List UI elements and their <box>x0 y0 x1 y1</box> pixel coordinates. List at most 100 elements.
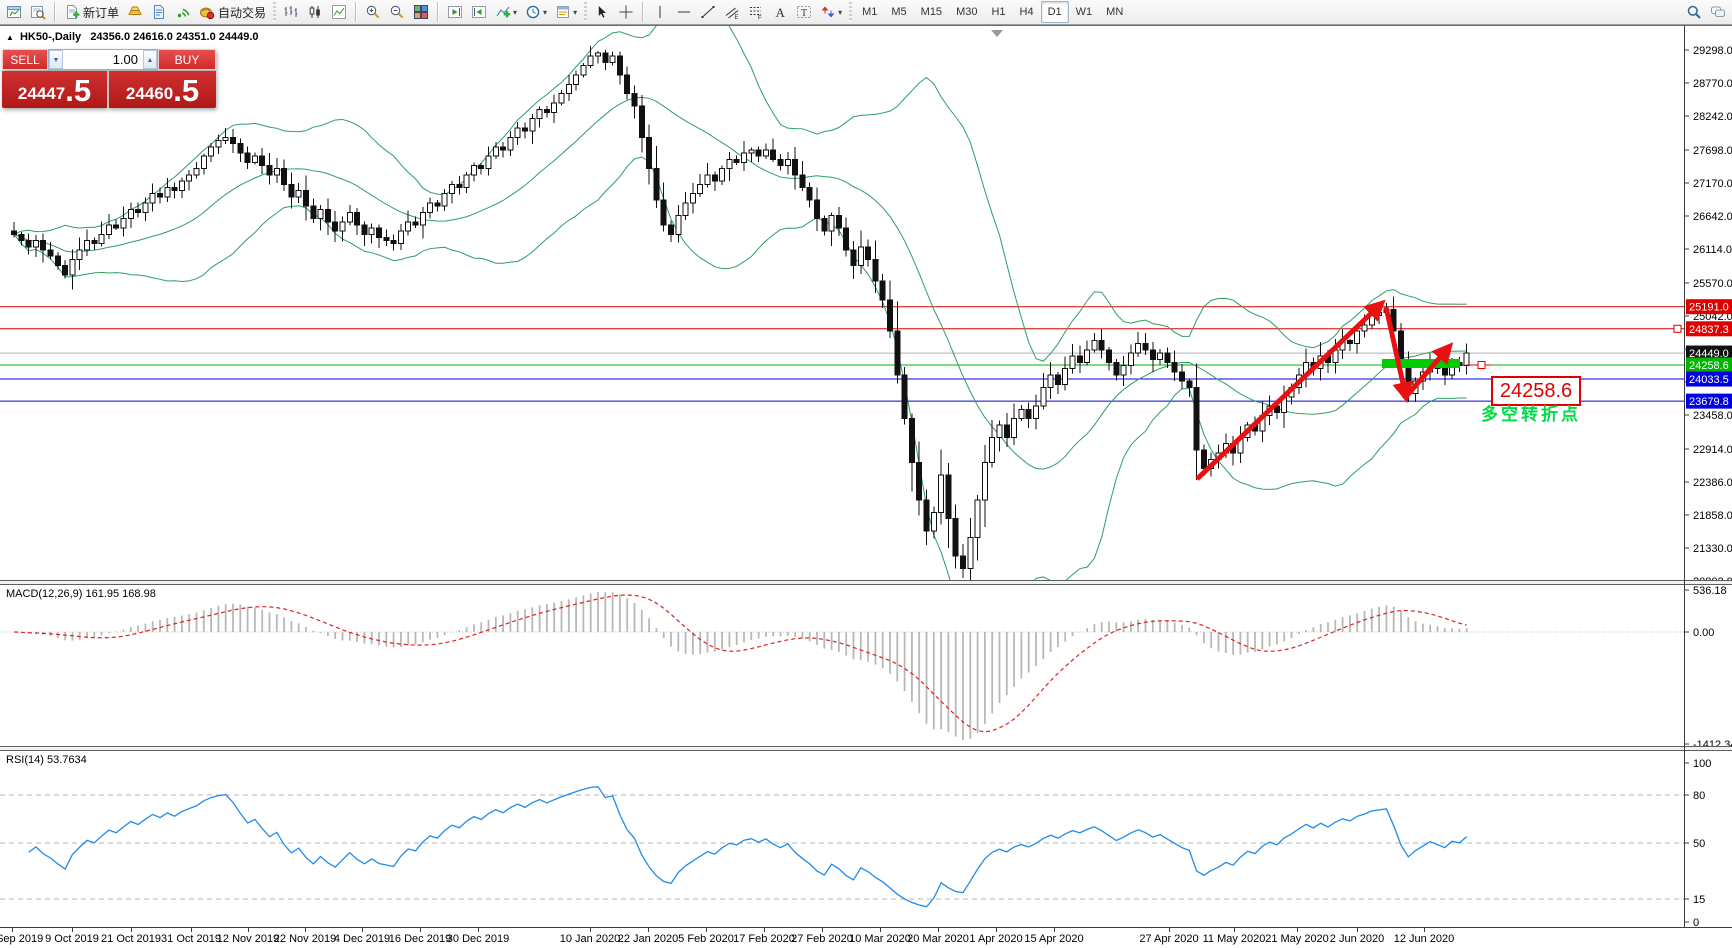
chart-window-icon[interactable] <box>2 0 26 24</box>
candle-bear <box>945 474 952 520</box>
zoom-out-icon[interactable] <box>385 0 409 24</box>
volume-increase-button[interactable]: ▲ <box>143 50 157 69</box>
callout-anchor-handle[interactable] <box>1477 361 1486 369</box>
preview-icon[interactable] <box>26 0 50 24</box>
auto-scroll-icon[interactable] <box>443 0 467 24</box>
timeframe-button-mn[interactable]: MN <box>1106 6 1124 18</box>
price-callout-box[interactable]: 24258.6 <box>1491 376 1581 406</box>
candlestick-chart-icon[interactable] <box>303 0 327 24</box>
sell-button[interactable]: SELL <box>2 49 48 70</box>
date-label: 11 May 2020 <box>1202 933 1266 945</box>
timeframe-button-w1[interactable]: W1 <box>1075 6 1093 18</box>
history-icon[interactable] <box>147 0 171 24</box>
rsi-panel[interactable]: 100 80 50 15 0 <box>0 749 1732 927</box>
line-chart-icon[interactable] <box>327 0 351 24</box>
candle-bull <box>1120 365 1127 376</box>
candle-bull <box>967 536 974 570</box>
support-zone-bar[interactable] <box>1382 359 1460 368</box>
volume-decrease-button[interactable]: ▼ <box>49 50 63 69</box>
date-label: 15 Apr 2020 <box>1024 933 1084 945</box>
chart-window[interactable]: ▲ HK50-,Daily 24356.0 24616.0 24351.0 24… <box>0 25 1732 948</box>
fibonacci-icon: F <box>750 7 762 20</box>
channel-icon[interactable]: E <box>720 0 744 24</box>
timeframe-button-m1[interactable]: M1 <box>862 6 878 18</box>
candle-bear <box>1098 340 1105 351</box>
rsi-tick-label: 100 <box>1693 758 1711 770</box>
trend-arrow-2[interactable] <box>1383 306 1414 404</box>
chat-icon[interactable] <box>1706 0 1730 24</box>
timeframe-button-m15[interactable]: M15 <box>920 6 943 18</box>
candle-bear <box>303 190 309 207</box>
buy-button[interactable]: BUY <box>158 49 216 70</box>
toolbar-grip[interactable] <box>273 2 277 22</box>
price-axis[interactable]: 29298.0 28770.0 28242.0 27698.0 27170.0 26642… <box>1684 45 1732 580</box>
timeframe-button-m5[interactable]: M5 <box>891 6 907 18</box>
timeframe-button-h4[interactable]: H4 <box>1019 6 1034 18</box>
dropdown-arrow-icon[interactable]: ▾ <box>513 7 518 17</box>
volume-input[interactable]: 1.00 <box>112 52 138 67</box>
dropdown-arrow-icon[interactable]: ▾ <box>838 7 843 17</box>
candle-bull <box>1018 408 1025 420</box>
price-badge-24033.5 <box>1686 371 1732 387</box>
horizontal-line-icon[interactable] <box>672 0 696 24</box>
search-icon[interactable] <box>1682 0 1706 24</box>
buy-price[interactable]: 24460.5 <box>109 71 216 108</box>
trend-arrow-1[interactable] <box>1195 299 1386 481</box>
candle-bear <box>324 208 331 223</box>
auto-trading-button[interactable]: 自动交易 <box>195 0 270 24</box>
sell-price[interactable]: 24447.5 <box>2 71 107 108</box>
text-icon[interactable]: A <box>768 0 792 24</box>
trendline-icon[interactable] <box>696 0 720 24</box>
date-label: 9 Oct 2019 <box>45 933 99 945</box>
vertical-line-icon[interactable] <box>648 0 672 24</box>
date-tick <box>648 928 649 932</box>
dropdown-arrow-icon[interactable]: ▾ <box>543 7 548 17</box>
price-chart[interactable]: 29298.0 28770.0 28242.0 27698.0 27170.0 26642… <box>0 26 1732 580</box>
candle-bear <box>1025 408 1032 420</box>
label-icon[interactable]: T <box>792 0 816 24</box>
bollinger-upper <box>13 26 1467 362</box>
candle-bull <box>1011 418 1018 438</box>
candle-bull <box>857 246 864 266</box>
new-chart-icon[interactable]: ▾ <box>491 0 521 24</box>
fibonacci-icon[interactable]: F <box>744 0 768 24</box>
panel-divider-2[interactable] <box>0 746 1732 751</box>
dropdown-arrow-icon[interactable]: ▾ <box>573 7 578 17</box>
price-badge-24449.0 <box>1686 345 1732 361</box>
candle-bear <box>11 230 17 235</box>
candle-bull <box>105 224 112 235</box>
candle-bull <box>1084 349 1091 363</box>
price-badge-24258.6 <box>1686 357 1732 373</box>
date-label: 30 Dec 2019 <box>446 933 510 945</box>
candle-bear <box>1200 449 1207 470</box>
zoom-in-icon[interactable] <box>361 0 385 24</box>
bar-chart-icon[interactable] <box>279 0 303 24</box>
tile-windows-icon[interactable] <box>409 0 433 24</box>
templates-icon[interactable]: ▾ <box>551 0 581 24</box>
periods-icon[interactable]: ▾ <box>521 0 551 24</box>
timeframe-button-h1[interactable]: H1 <box>991 6 1006 18</box>
crosshair-icon[interactable] <box>614 0 638 24</box>
auto-trading-icon <box>200 7 215 20</box>
macd-panel[interactable]: 536.18 0.00 -1412.34 <box>0 583 1732 746</box>
toolbar-grip[interactable] <box>849 2 853 22</box>
timeframe-button-m30[interactable]: M30 <box>956 6 978 18</box>
trend-arrow-3[interactable] <box>1402 342 1454 401</box>
rsi-plot <box>0 785 1684 908</box>
candle-bear <box>952 518 959 557</box>
toolbar-grip[interactable] <box>584 2 588 22</box>
chart-shift-icon[interactable] <box>467 0 491 24</box>
chart-shift-marker[interactable] <box>991 30 1003 37</box>
chart-shift-icon <box>472 6 487 18</box>
panel-divider[interactable] <box>0 580 1732 585</box>
turning-point-label[interactable]: 多空转折点 <box>1481 405 1581 424</box>
new-order-button[interactable]: 新订单 <box>60 0 123 24</box>
price-badge-text: 24033.5 <box>1689 374 1729 386</box>
gold-icon[interactable] <box>123 0 147 24</box>
timeframe-button-d1[interactable]: D1 <box>1040 1 1069 23</box>
cursor-icon[interactable] <box>590 0 614 24</box>
signal-icon[interactable] <box>171 0 195 24</box>
hline-handle[interactable] <box>1673 324 1682 333</box>
shapes-icon[interactable]: ▾ <box>816 0 846 24</box>
